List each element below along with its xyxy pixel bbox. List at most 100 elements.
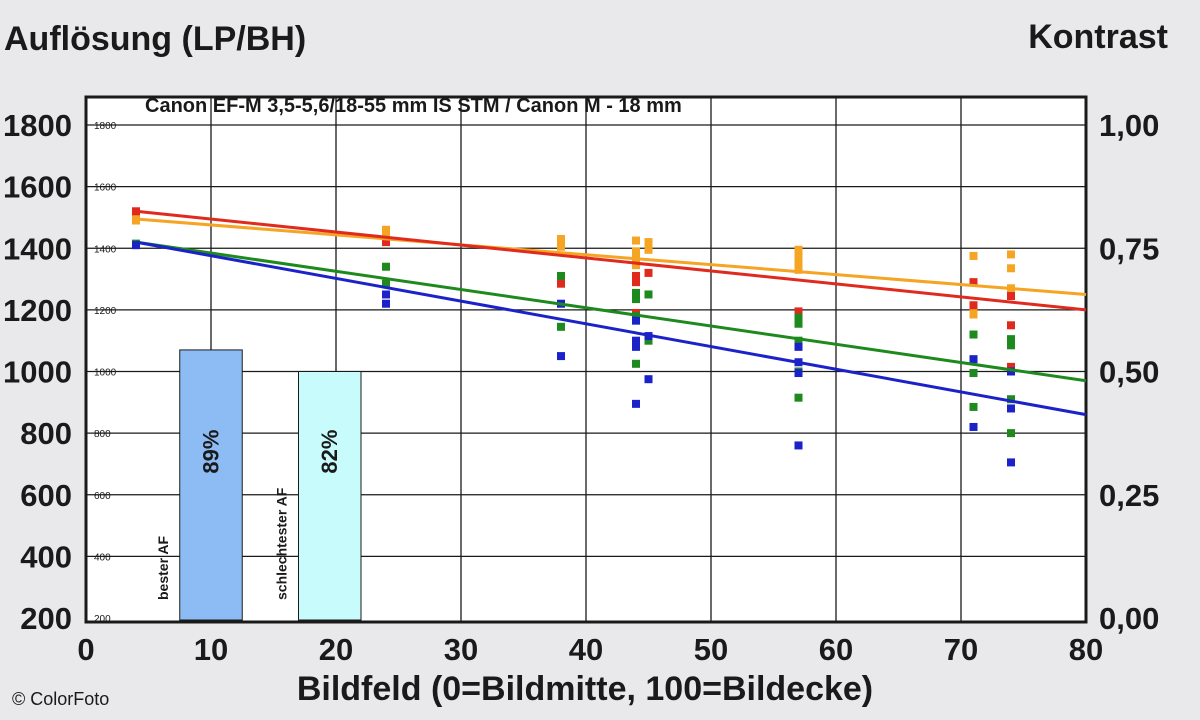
y-tick-label-inner: 200	[94, 614, 111, 625]
data-point	[969, 369, 978, 378]
data-point	[794, 307, 803, 316]
data-point	[1007, 335, 1015, 344]
x-tick-label: 20	[319, 632, 353, 667]
data-point	[644, 238, 653, 247]
data-point	[969, 310, 978, 319]
y-tick-label-left: 1200	[3, 293, 72, 328]
y-tick-label-right: 0,50	[1099, 355, 1159, 390]
data-point	[1007, 404, 1015, 413]
data-point	[382, 238, 390, 247]
data-point	[132, 216, 140, 225]
data-point	[1007, 362, 1015, 371]
data-point	[794, 441, 803, 450]
data-point	[382, 299, 390, 308]
x-tick-label: 0	[77, 632, 94, 667]
af-bar-value-label: 82%	[317, 430, 342, 474]
data-point	[1007, 250, 1015, 259]
data-point	[632, 247, 640, 256]
y-tick-label-right: 0,00	[1099, 601, 1159, 636]
data-point	[1007, 395, 1015, 404]
data-point	[794, 336, 803, 345]
x-tick-label: 10	[194, 632, 228, 667]
data-point	[382, 262, 390, 271]
data-point	[969, 402, 978, 411]
data-point	[557, 322, 565, 331]
trend-line	[135, 209, 1087, 312]
trend-lines	[135, 209, 1087, 417]
y-tick-label-inner: 1600	[94, 183, 117, 194]
trend-line	[135, 240, 1087, 417]
data-point	[132, 241, 140, 250]
x-tick-label: 70	[944, 632, 978, 667]
data-point	[1007, 367, 1015, 376]
y-tick-label-left: 400	[20, 539, 72, 574]
data-point	[969, 355, 978, 364]
data-point	[969, 278, 978, 287]
data-point	[794, 313, 803, 322]
y-tick-label-inner: 1000	[94, 368, 117, 379]
y-tick-label-left: 600	[20, 478, 72, 513]
right-axis-title: Kontrast	[1028, 18, 1168, 56]
trend-line	[135, 240, 1087, 383]
data-point	[794, 259, 803, 268]
data-point	[969, 422, 978, 431]
data-point	[632, 316, 640, 325]
data-point	[1007, 458, 1015, 467]
af-bar-caption: schlechtester AF	[274, 487, 290, 600]
data-point	[794, 342, 803, 351]
y-tick-label-inner: 400	[94, 552, 111, 563]
y-tick-label-left: 1400	[3, 231, 72, 266]
data-point	[794, 393, 803, 402]
y-tick-label-left: 1000	[3, 355, 72, 390]
data-point	[969, 305, 978, 314]
y-tick-label-inner: 600	[94, 491, 111, 502]
af-bar	[179, 349, 243, 621]
x-tick-label: 40	[569, 632, 603, 667]
data-point	[632, 336, 640, 345]
data-point	[644, 375, 653, 384]
data-point	[557, 352, 565, 361]
y-tick-label-right: 0,25	[1099, 478, 1159, 513]
data-point	[969, 330, 978, 339]
data-point	[1007, 429, 1015, 438]
x-tick-label: 60	[819, 632, 853, 667]
x-tick-label: 50	[694, 632, 728, 667]
y-tick-label-left: 800	[20, 416, 72, 451]
data-point	[969, 301, 978, 310]
data-point	[557, 242, 565, 251]
af-bar	[298, 371, 362, 621]
data-point	[632, 261, 640, 270]
data-point	[644, 268, 653, 277]
af-bar-caption: bester AF	[155, 535, 171, 600]
data-point	[632, 288, 640, 297]
data-point	[632, 295, 640, 304]
y-tick-label-inner: 1800	[94, 121, 117, 132]
trend-line	[135, 217, 1087, 296]
y-tick-label-inner: 800	[94, 429, 111, 440]
data-point	[1007, 292, 1015, 301]
y-tick-label-left: 1600	[3, 170, 72, 205]
data-point	[644, 290, 653, 299]
data-point	[794, 245, 803, 254]
af-bars: 89% bester AF 82% schlechtester AF	[155, 349, 362, 621]
data-point	[794, 319, 803, 328]
y-tick-label-inner: 1200	[94, 306, 117, 317]
data-point	[557, 271, 565, 280]
data-point	[969, 251, 978, 260]
y-tick-label-right: 1,00	[1099, 108, 1159, 143]
data-point	[557, 235, 565, 244]
tick-labels: 0 10 20 30 40 50 60 70 80 200 200 400 400 600 600 800 80…	[3, 108, 1159, 667]
x-axis-title: Bildfeld (0=Bildmitte, 100=Bildecke)	[297, 670, 873, 708]
data-point	[644, 336, 653, 345]
data-point	[382, 279, 390, 288]
af-bar-value-label: 89%	[199, 430, 224, 474]
data-point	[644, 245, 653, 254]
data-point	[632, 342, 640, 351]
data-point	[794, 265, 803, 274]
data-point	[632, 278, 640, 287]
data-point	[794, 253, 803, 262]
data-point	[557, 279, 565, 288]
x-tick-label: 80	[1069, 632, 1103, 667]
data-point	[1007, 321, 1015, 330]
